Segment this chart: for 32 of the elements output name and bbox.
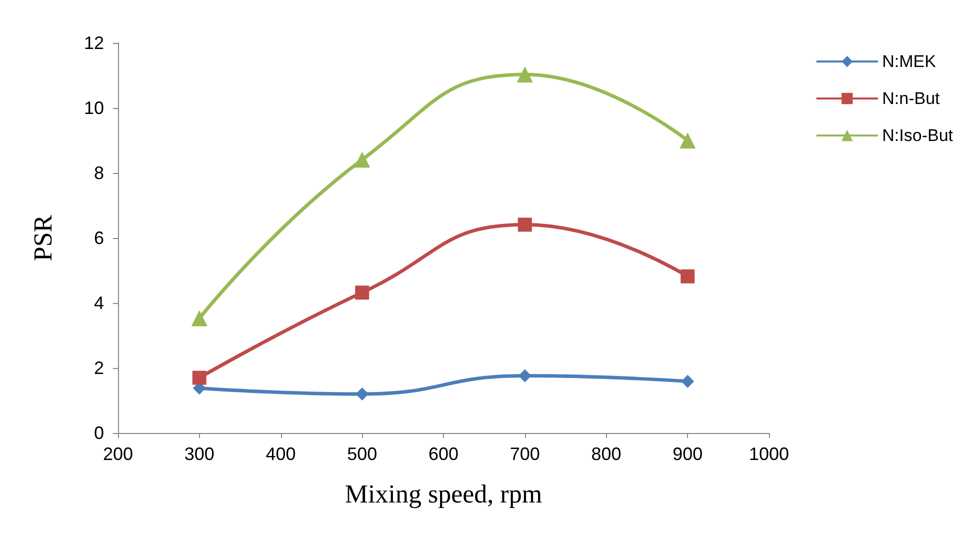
point — [516, 66, 533, 83]
y-tick-label: 6 — [94, 228, 104, 248]
y-tick-label: 12 — [84, 33, 104, 53]
legend-label: N:MEK — [882, 52, 937, 71]
point — [681, 374, 694, 388]
y-tick-label: 4 — [94, 293, 104, 313]
point — [355, 286, 370, 300]
x-tick-label: 700 — [510, 444, 540, 464]
point — [680, 269, 695, 284]
x-tick-label: 800 — [591, 444, 622, 464]
x-tick-label: 300 — [184, 444, 214, 464]
y-tick-label: 2 — [94, 358, 104, 378]
x-tick-label: 400 — [266, 444, 296, 464]
y-tick-label: 0 — [94, 423, 104, 443]
point — [518, 369, 532, 382]
x-axis-title: Mixing speed, rpm — [344, 480, 542, 508]
point — [354, 152, 370, 168]
x-tick-label: 500 — [347, 444, 378, 464]
point — [680, 132, 696, 148]
x-tick-label: 200 — [102, 444, 134, 464]
y-axis-title: PSR — [28, 214, 58, 262]
point — [191, 310, 208, 326]
x-tick-label: 1000 — [748, 444, 790, 464]
point — [192, 370, 206, 385]
point — [518, 218, 532, 232]
y-tick-label: 8 — [94, 163, 104, 183]
x-tick-label: 600 — [428, 444, 459, 464]
legend-label: N:n-But — [882, 89, 940, 108]
point — [356, 388, 369, 400]
y-tick-label: 10 — [84, 98, 104, 118]
x-tick-label: 900 — [672, 444, 703, 464]
legend-label: N:Iso-But — [882, 126, 954, 145]
